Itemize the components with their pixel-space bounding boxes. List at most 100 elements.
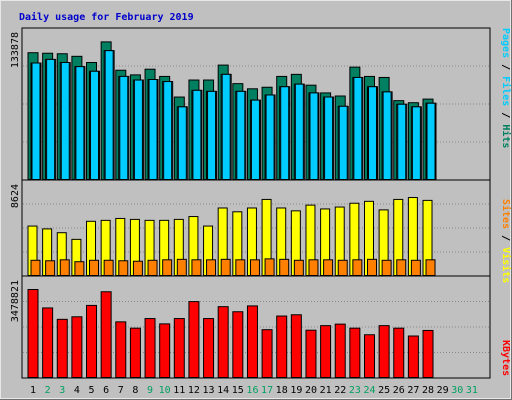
bar-sites-day-9	[147, 259, 158, 277]
day-label-14: 14	[217, 385, 229, 396]
bar-pages-day-20	[309, 92, 319, 180]
bar-sites-day-7	[118, 260, 129, 276]
bar-pages-day-8	[133, 79, 143, 180]
bar-pages-day-23	[353, 76, 363, 180]
bar-pages-day-4	[75, 66, 85, 180]
bar-sites-day-18	[279, 258, 290, 277]
day-label-19: 19	[290, 385, 302, 396]
bar-sites-day-4	[74, 261, 85, 276]
bar-kbytes-day-17	[261, 329, 273, 379]
bar-kbytes-day-24	[363, 334, 375, 378]
bar-pages-day-2	[46, 58, 56, 180]
bar-kbytes-day-25	[378, 325, 390, 378]
bar-sites-day-5	[89, 259, 100, 277]
bar-pages-day-11	[177, 106, 187, 180]
bar-pages-day-1	[31, 62, 41, 180]
bar-sites-day-12	[191, 259, 202, 276]
bar-kbytes-day-13	[203, 318, 215, 378]
bar-sites-day-22	[337, 259, 348, 277]
axis-label-part: Sites	[500, 199, 512, 229]
bar-kbytes-day-10	[159, 323, 171, 379]
day-label-9: 9	[147, 385, 153, 396]
day-label-30: 30	[451, 385, 463, 396]
bar-kbytes-day-7	[115, 321, 127, 379]
chart-title: Daily usage for February 2019	[19, 11, 194, 23]
bar-sites-day-24	[366, 258, 377, 277]
bar-sites-day-6	[103, 259, 114, 277]
bar-kbytes-day-3	[56, 318, 68, 378]
bar-sites-day-8	[132, 260, 143, 277]
day-label-21: 21	[320, 385, 332, 396]
day-label-26: 26	[393, 385, 405, 396]
bar-pages-day-27	[411, 106, 421, 180]
bar-kbytes-day-16	[246, 305, 258, 379]
day-label-20: 20	[305, 385, 317, 396]
panel-mid-ytick: 8624	[10, 184, 21, 208]
bar-kbytes-day-1	[27, 289, 39, 378]
bar-pages-day-12	[192, 89, 202, 180]
bar-kbytes-day-22	[334, 323, 346, 379]
bar-sites-day-14	[220, 258, 231, 277]
panel-bottom-axis-label: KBytes	[500, 340, 511, 376]
bar-pages-day-3	[60, 62, 70, 180]
day-label-18: 18	[276, 385, 288, 396]
bar-pages-day-28	[426, 102, 436, 180]
axis-label-part: KBytes	[500, 340, 511, 376]
bar-sites-day-10	[162, 259, 173, 276]
bar-sites-day-1	[30, 259, 41, 277]
day-label-12: 12	[188, 385, 200, 396]
axis-label-part: Visits	[500, 247, 512, 283]
bar-pages-day-15	[236, 90, 246, 180]
axis-label-part: /	[500, 58, 511, 76]
bar-kbytes-day-20	[305, 329, 317, 379]
day-label-23: 23	[349, 385, 361, 396]
day-label-6: 6	[103, 385, 109, 396]
day-label-24: 24	[363, 385, 375, 396]
day-label-7: 7	[118, 385, 124, 396]
axis-label-part: Hits	[500, 124, 512, 148]
day-label-2: 2	[45, 385, 51, 396]
bar-sites-day-19	[293, 259, 304, 277]
bar-pages-day-26	[397, 103, 407, 180]
bar-kbytes-day-4	[71, 316, 83, 378]
day-label-28: 28	[422, 385, 434, 396]
day-labels: 1 2 3 4 5 6 7 8 9 10 11 12 13 14 15 16 17 18 19 20 21 22 23 24 2…	[30, 385, 478, 396]
axis-label-part: /	[500, 229, 511, 247]
bar-kbytes-day-8	[129, 327, 141, 378]
day-label-8: 8	[132, 385, 138, 396]
axis-label-part: /	[500, 106, 511, 124]
day-label-1: 1	[30, 385, 36, 396]
bar-sites-day-11	[176, 258, 187, 277]
bar-pages-day-19	[294, 83, 304, 180]
bar-kbytes-day-9	[144, 318, 156, 378]
bar-kbytes-day-12	[188, 301, 200, 378]
bar-sites-day-15	[235, 259, 246, 276]
bar-kbytes-day-23	[349, 327, 361, 378]
axis-label-part: Pages	[500, 28, 511, 58]
bar-kbytes-day-2	[42, 307, 54, 378]
day-label-25: 25	[378, 385, 390, 396]
bar-pages-day-6	[104, 50, 114, 180]
bar-sites-day-25	[381, 259, 392, 277]
panel-mid: 8624 Sites / Visits	[10, 179, 512, 283]
day-label-16: 16	[246, 385, 258, 396]
bar-sites-day-13	[206, 259, 217, 276]
bar-pages-day-10	[163, 81, 173, 180]
bar-sites-day-27	[410, 259, 421, 277]
bar-sites-day-26	[396, 259, 407, 276]
bar-sites-day-16	[249, 259, 260, 276]
bar-pages-day-21	[324, 96, 334, 180]
bar-pages-day-22	[338, 105, 348, 180]
bar-pages-day-7	[119, 75, 129, 180]
bar-kbytes-day-27	[407, 335, 419, 378]
bar-pages-day-18	[280, 86, 290, 180]
bars	[27, 41, 437, 379]
bar-kbytes-day-6	[100, 291, 112, 378]
day-label-27: 27	[407, 385, 419, 396]
day-label-4: 4	[74, 385, 80, 396]
panel-bottom-ytick: 3478821	[10, 280, 21, 322]
day-label-13: 13	[203, 385, 215, 396]
bar-pages-day-16	[250, 99, 260, 180]
